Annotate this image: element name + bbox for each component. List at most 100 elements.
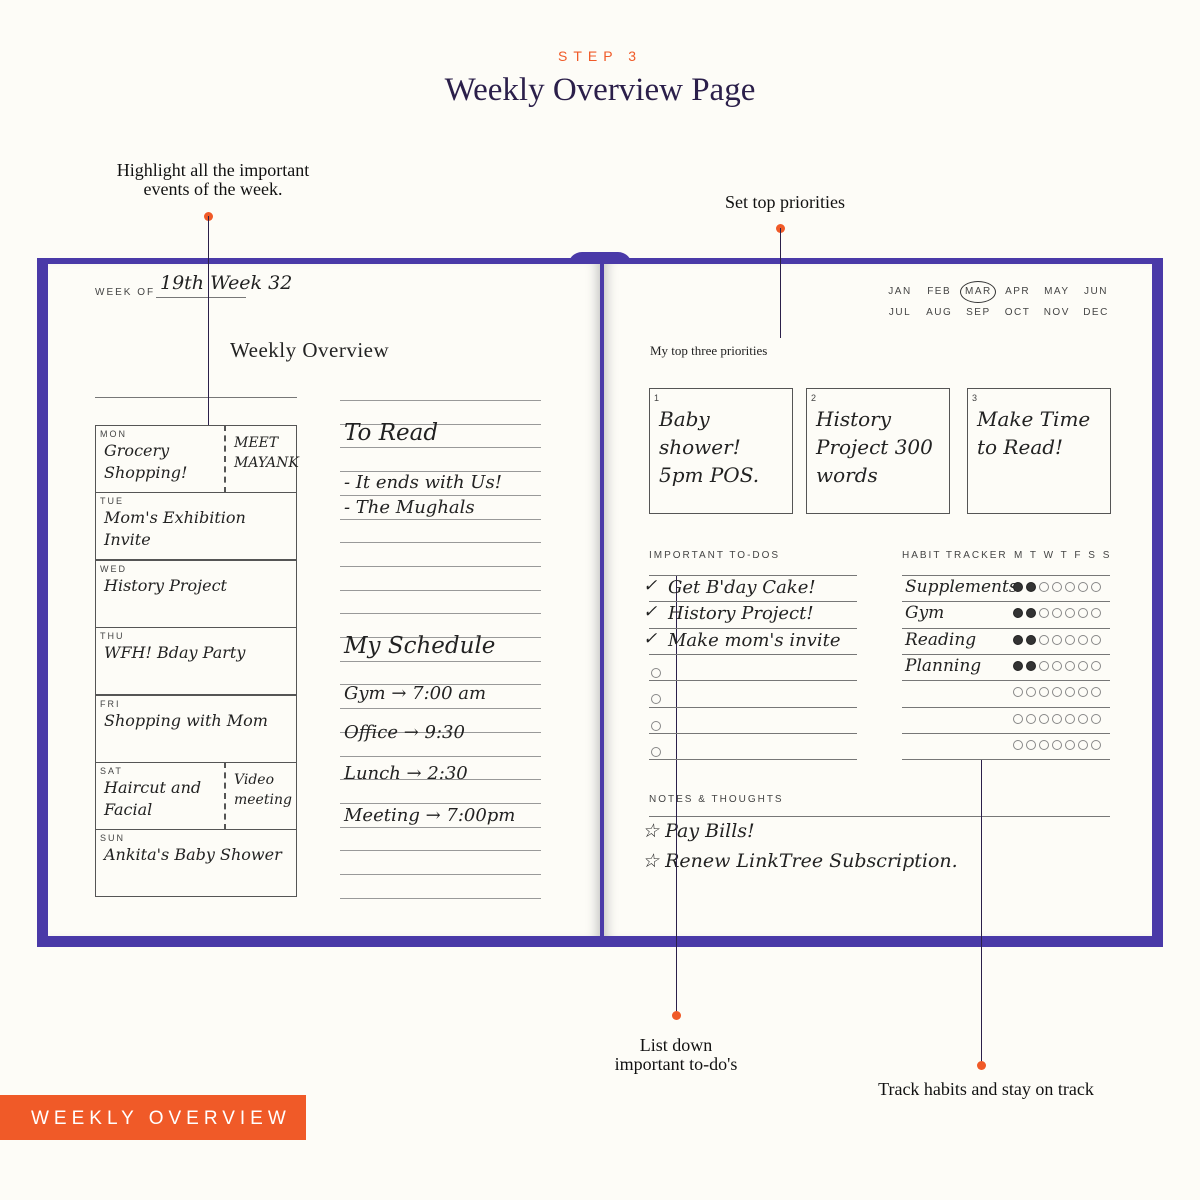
habit-day-checkbox[interactable] [1065, 687, 1075, 698]
month-jul[interactable]: JUL [888, 307, 912, 318]
habit-day-checkbox[interactable] [1065, 660, 1075, 671]
habit-day-checkbox[interactable] [1026, 660, 1036, 671]
notes-label: NOTES & THOUGHTS [649, 794, 784, 805]
month-dec[interactable]: DEC [1083, 307, 1109, 318]
day-entry: Grocery Shopping! [104, 441, 188, 482]
habit-day-checkbox[interactable] [1013, 608, 1023, 619]
habit-day-checkbox[interactable] [1078, 634, 1088, 645]
left-note: - The Mughals [344, 497, 475, 518]
checkmark-icon[interactable]: ✓ [643, 602, 658, 623]
habit-day-checkbox[interactable] [1078, 660, 1088, 671]
habit-name: Planning [905, 655, 982, 676]
ruled-line [340, 589, 541, 591]
annotation-line: Highlight all the important [116, 160, 310, 180]
habit-line [902, 575, 1110, 576]
habit-name: Supplements [905, 577, 1018, 597]
month-aug[interactable]: AUG [926, 307, 953, 318]
habit-day-checkbox[interactable] [1039, 739, 1049, 750]
habit-day-checkbox[interactable] [1013, 634, 1023, 645]
checkmark-icon[interactable]: ✓ [643, 628, 658, 649]
habit-day-checkbox[interactable] [1052, 582, 1062, 592]
month-may[interactable]: MAY [1044, 286, 1070, 297]
habit-day-checkbox[interactable] [1091, 660, 1101, 671]
habit-day-checkbox[interactable] [1091, 713, 1101, 724]
habit-day-checkbox[interactable] [1013, 582, 1023, 592]
habit-day-checkbox[interactable] [1039, 582, 1049, 592]
month-jun[interactable]: JUN [1084, 286, 1108, 297]
month-nov[interactable]: NOV [1043, 307, 1070, 318]
week-of-value: 19th Week 32 [160, 272, 293, 294]
habit-day-checkbox[interactable] [1026, 582, 1036, 592]
habit-line [902, 601, 1110, 603]
pointer-line [981, 760, 982, 1065]
todos-label: IMPORTANT TO-DOS [649, 550, 781, 561]
habit-day-checkbox[interactable] [1026, 608, 1036, 619]
month-sep[interactable]: SEP [966, 307, 991, 318]
habit-day-checkbox[interactable] [1039, 660, 1049, 671]
habit-day-checkbox[interactable] [1078, 713, 1088, 724]
day-label: THU [100, 631, 125, 642]
habit-day-checkbox[interactable] [1091, 739, 1101, 750]
habit-day-checkbox[interactable] [1052, 634, 1062, 645]
habit-day-checkbox[interactable] [1078, 739, 1088, 750]
habit-day-checkbox[interactable] [1039, 713, 1049, 724]
habit-day-checkbox[interactable] [1065, 634, 1075, 645]
month-feb[interactable]: FEB [927, 286, 952, 297]
habit-day-checkbox[interactable] [1052, 687, 1062, 698]
habit-day-checkbox[interactable] [1078, 687, 1088, 698]
day-entry: Haircut and Facial [104, 778, 202, 819]
priority-number: 1 [654, 393, 660, 403]
habit-day-checkbox[interactable] [1091, 687, 1101, 698]
month-jan[interactable]: JAN [888, 286, 912, 297]
todo-line [649, 680, 857, 682]
habit-day-checkbox[interactable] [1078, 582, 1088, 592]
todo-checkbox[interactable] [651, 746, 661, 757]
priority-number: 2 [811, 393, 817, 403]
habit-day-checkbox[interactable] [1026, 687, 1036, 698]
todo-checkbox[interactable] [651, 694, 661, 705]
todo-checkbox[interactable] [651, 720, 661, 731]
ruled-line [340, 897, 541, 899]
notes-line [649, 816, 1110, 817]
annotation-line: important to-do's [614, 1054, 738, 1074]
habit-day-checkbox[interactable] [1039, 687, 1049, 698]
day-label: SAT [100, 766, 123, 776]
habit-day-checkbox[interactable] [1065, 608, 1075, 619]
checkmark-icon[interactable]: ✓ [643, 576, 658, 596]
habit-day-checkbox[interactable] [1026, 713, 1036, 724]
month-mar[interactable]: MAR [960, 281, 997, 303]
priority-text: History Project 300 words [816, 407, 933, 487]
habit-day-checkbox[interactable] [1013, 660, 1023, 671]
habit-day-checkbox[interactable] [1052, 608, 1062, 619]
note-1: ☆ Pay Bills! [642, 820, 755, 842]
habit-day-checkbox[interactable] [1052, 660, 1062, 671]
habit-day-checkbox[interactable] [1065, 713, 1075, 724]
habit-day-checkbox[interactable] [1091, 582, 1101, 592]
priorities-label: My top three priorities [650, 343, 768, 358]
divider [95, 397, 297, 398]
day-label: TUE [100, 496, 124, 507]
habit-day-checkbox[interactable] [1091, 634, 1101, 645]
habit-day-checkbox[interactable] [1039, 608, 1049, 619]
habit-day-checkbox[interactable] [1013, 687, 1023, 698]
habit-day-checkbox[interactable] [1065, 739, 1075, 750]
habit-day-checkbox[interactable] [1026, 634, 1036, 645]
habit-day-checkbox[interactable] [1026, 739, 1036, 750]
habit-day-checkbox[interactable] [1039, 634, 1049, 645]
habit-day-checkbox[interactable] [1013, 739, 1023, 750]
day-label: FRI [100, 698, 121, 709]
month-apr[interactable]: APR [1005, 286, 1031, 297]
day-entry: Ankita's Baby Shower [104, 845, 282, 865]
habit-day-checkbox[interactable] [1091, 608, 1101, 619]
day-entry-2: Video meeting [234, 772, 292, 808]
left-note: Lunch → 2:30 [344, 763, 468, 784]
priority-box [967, 388, 1111, 514]
habit-day-checkbox[interactable] [1013, 713, 1023, 724]
habit-day-checkbox[interactable] [1065, 582, 1075, 592]
habit-day-checkbox[interactable] [1052, 739, 1062, 750]
month-oct[interactable]: OCT [1004, 307, 1031, 318]
habit-day-checkbox[interactable] [1052, 713, 1062, 724]
habit-day-checkbox[interactable] [1078, 608, 1088, 619]
todo-checkbox[interactable] [651, 667, 661, 678]
todo-text: History Project! [668, 603, 814, 625]
